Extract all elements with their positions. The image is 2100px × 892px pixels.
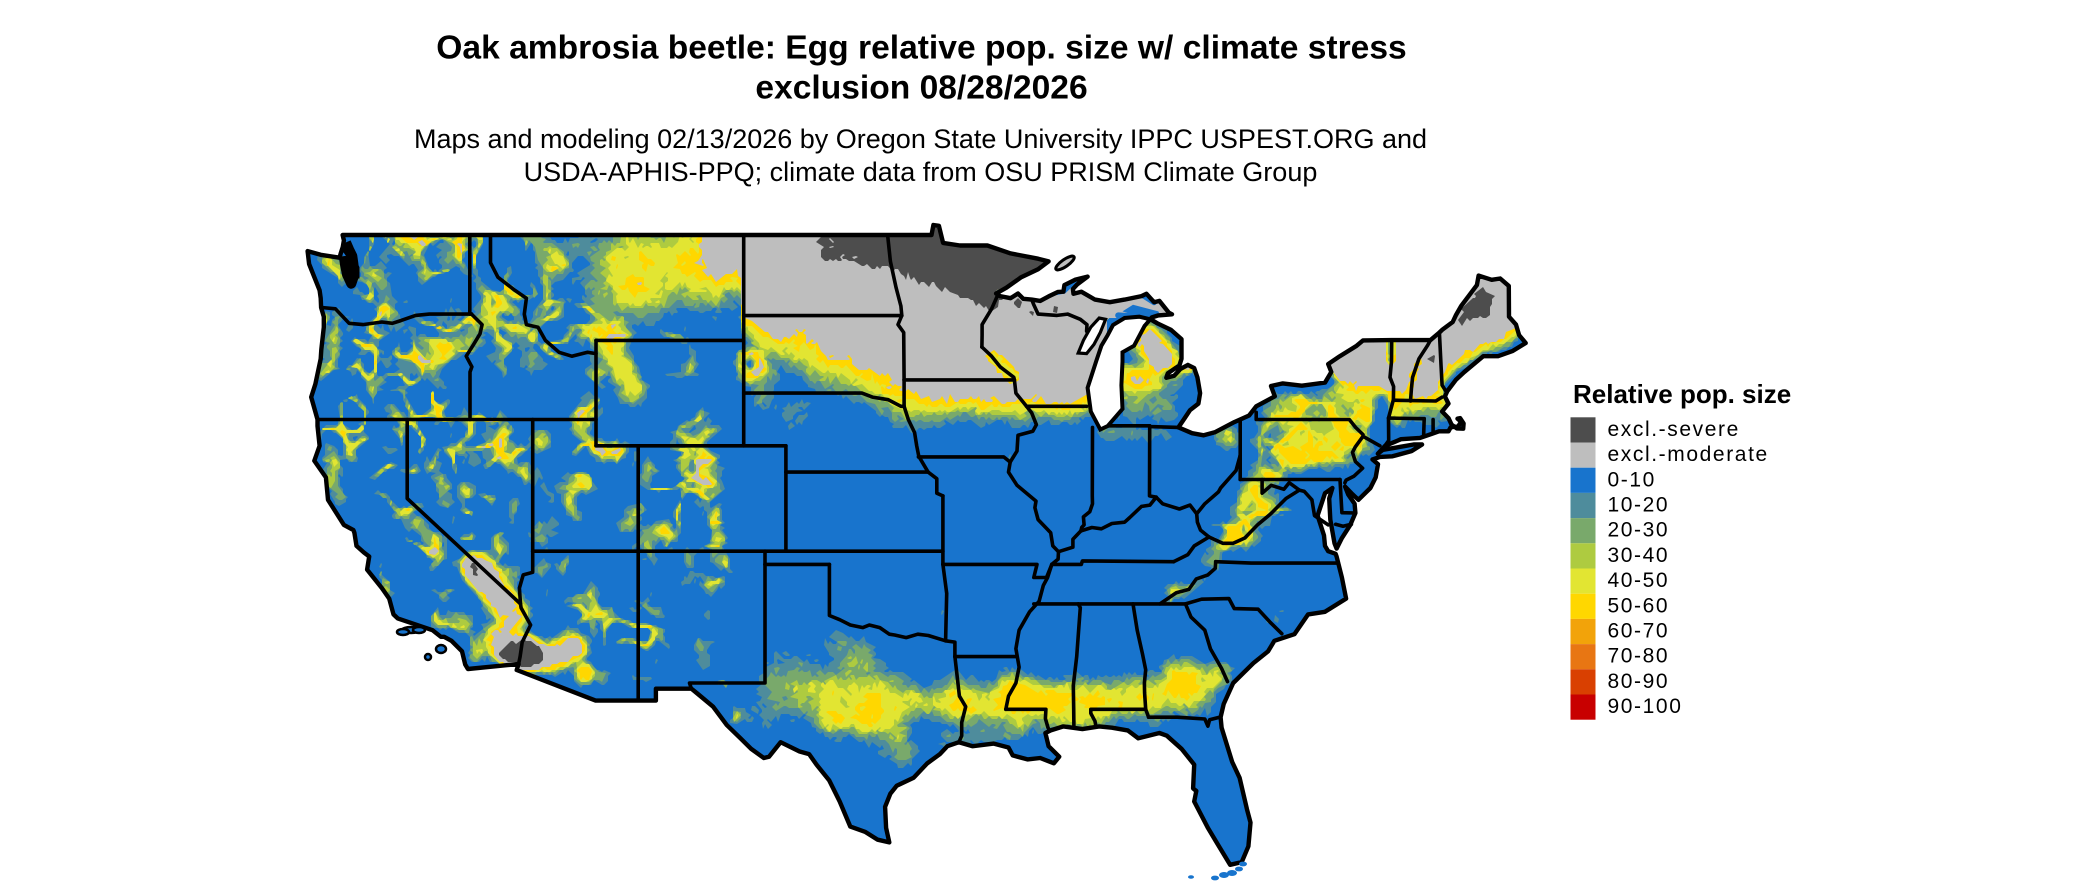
svg-text:0-10: 0-10 [1608, 468, 1656, 491]
svg-text:USDA-APHIS-PPQ; climate data f: USDA-APHIS-PPQ; climate data from OSU PR… [524, 157, 1318, 187]
svg-text:exclusion 08/28/2026: exclusion 08/28/2026 [755, 69, 1087, 106]
svg-text:90-100: 90-100 [1608, 695, 1683, 718]
svg-text:70-80: 70-80 [1608, 645, 1670, 668]
svg-text:50-60: 50-60 [1608, 594, 1670, 617]
svg-text:10-20: 10-20 [1608, 494, 1670, 517]
svg-text:30-40: 30-40 [1608, 544, 1670, 567]
svg-text:20-30: 20-30 [1608, 519, 1670, 542]
svg-text:excl.-severe: excl.-severe [1608, 418, 1740, 441]
svg-text:60-70: 60-70 [1608, 620, 1670, 643]
svg-text:Oak ambrosia beetle: Egg relat: Oak ambrosia beetle: Egg relative pop. s… [436, 30, 1406, 67]
svg-text:40-50: 40-50 [1608, 569, 1670, 592]
svg-text:80-90: 80-90 [1608, 670, 1670, 693]
svg-text:Maps and modeling 02/13/2026 b: Maps and modeling 02/13/2026 by Oregon S… [414, 124, 1427, 154]
svg-text:excl.-moderate: excl.-moderate [1608, 443, 1769, 466]
svg-text:Relative pop. size: Relative pop. size [1573, 379, 1791, 409]
